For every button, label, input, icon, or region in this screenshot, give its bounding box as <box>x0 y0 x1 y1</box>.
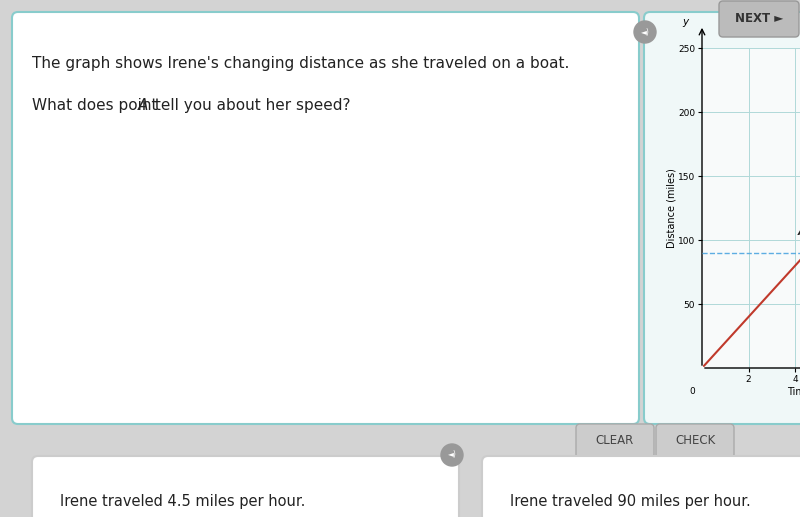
FancyBboxPatch shape <box>656 424 734 458</box>
X-axis label: Time (hours): Time (hours) <box>787 387 800 397</box>
FancyBboxPatch shape <box>719 1 799 37</box>
FancyBboxPatch shape <box>644 12 800 424</box>
Text: The graph shows Irene's changing distance as she traveled on a boat.: The graph shows Irene's changing distanc… <box>32 56 570 71</box>
FancyBboxPatch shape <box>482 456 800 517</box>
Text: Irene traveled 90 miles per hour.: Irene traveled 90 miles per hour. <box>510 494 750 509</box>
Text: CHECK: CHECK <box>675 434 715 448</box>
FancyBboxPatch shape <box>12 12 639 424</box>
Text: NEXT ►: NEXT ► <box>735 12 783 25</box>
Text: tell you about her speed?: tell you about her speed? <box>150 98 350 113</box>
Text: 0: 0 <box>690 387 695 396</box>
FancyBboxPatch shape <box>576 424 654 458</box>
Text: A: A <box>138 98 148 113</box>
Circle shape <box>441 444 463 466</box>
Text: y: y <box>682 18 689 27</box>
Text: ◄): ◄) <box>447 450 457 460</box>
FancyBboxPatch shape <box>32 456 459 517</box>
Text: ◄): ◄) <box>641 27 650 37</box>
Text: CLEAR: CLEAR <box>596 434 634 448</box>
Y-axis label: Distance (miles): Distance (miles) <box>666 168 677 248</box>
Text: What does point: What does point <box>32 98 162 113</box>
Text: A: A <box>798 227 800 237</box>
Text: Irene traveled 4.5 miles per hour.: Irene traveled 4.5 miles per hour. <box>60 494 306 509</box>
Circle shape <box>634 21 656 43</box>
